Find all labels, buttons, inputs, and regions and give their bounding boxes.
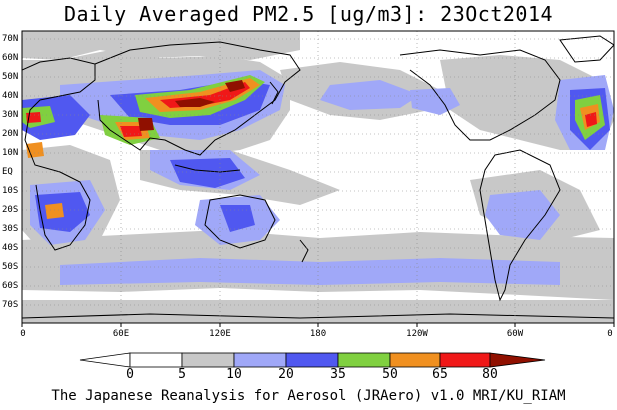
map-title: Daily Averaged PM2.5 [ug/m3]: 23Oct2014 — [63, 2, 554, 26]
colorbar-segment-7 — [439, 352, 491, 368]
tick-marks — [21, 323, 615, 327]
lightblue-region-mexico — [410, 88, 460, 115]
graticule — [22, 31, 614, 323]
lat-label-60n: 60N — [2, 53, 19, 63]
darkred-region-china-1 — [175, 98, 215, 107]
lat-label-20n: 20N — [2, 129, 19, 139]
colorbar-label-5: 5 — [178, 367, 186, 382]
colorbar-segment-4 — [285, 352, 339, 368]
orange-region-africa-s — [45, 203, 64, 219]
coast-australia — [204, 194, 276, 249]
footer-credit: The Japanese Reanalysis for Aerosol (JRA… — [51, 388, 566, 404]
lat-label-20s: 20S — [2, 205, 19, 215]
lightblue-region-samerica — [485, 190, 560, 240]
colorbar-segment-6 — [389, 352, 441, 368]
coast-antarctic — [22, 313, 614, 319]
lon-label-60e: 60E — [112, 329, 130, 339]
blue-region-sahara — [22, 95, 90, 140]
pm25-field — [22, 31, 614, 323]
red-region-sahara — [26, 112, 41, 123]
lat-label-eq: EQ — [2, 167, 13, 177]
lat-label-50n: 50N — [2, 72, 19, 82]
colorbar-segment-5 — [337, 352, 391, 368]
colorbar-label-80: 80 — [482, 367, 498, 382]
lat-label-10n: 10N — [2, 148, 19, 158]
lightblue-region-pacific — [320, 80, 420, 110]
lon-label-0-west: 0 — [20, 329, 26, 339]
coast-nz — [299, 239, 309, 263]
lat-label-50s: 50S — [2, 262, 19, 272]
lat-label-60s: 60S — [2, 281, 19, 291]
red-region-india — [120, 126, 142, 137]
lon-label-0-east: 0 — [607, 329, 613, 339]
lon-label-120w: 120W — [406, 329, 428, 339]
coast-asia — [94, 41, 301, 156]
colorbar-segment-3 — [233, 352, 287, 368]
colorbar-segment-1 — [129, 352, 183, 368]
colorbar-segment-2 — [181, 352, 235, 368]
lon-label-120e: 120E — [209, 329, 231, 339]
colorbar-label-0: 0 — [126, 367, 134, 382]
colorbar-label-35: 35 — [330, 367, 346, 382]
coast-south-america — [479, 149, 561, 302]
lon-label-180: 180 — [309, 329, 327, 339]
lat-label-40n: 40N — [2, 91, 19, 101]
darkred-region-china-2 — [225, 80, 245, 92]
darkred-region-india — [138, 118, 154, 131]
coast-japan — [269, 81, 279, 105]
lat-label-30s: 30S — [2, 224, 19, 234]
lightblue-region-south-band — [60, 258, 560, 285]
colorbar-label-10: 10 — [226, 367, 242, 382]
coast-indonesia — [174, 164, 241, 173]
colorbar-label-50: 50 — [382, 367, 398, 382]
lat-label-10s: 10S — [2, 186, 19, 196]
colorbar-segment-0 — [79, 352, 131, 368]
lat-label-40s: 40S — [2, 243, 19, 253]
lat-label-70s: 70S — [2, 300, 19, 310]
coast-greenland — [559, 35, 614, 63]
lat-label-70n: 70N — [2, 34, 19, 44]
colorbar — [79, 352, 546, 368]
lon-label-60w: 60W — [506, 329, 524, 339]
colorbar-label-20: 20 — [278, 367, 294, 382]
gray-region-arctic-n — [22, 31, 300, 60]
blue-region-indonesia — [170, 158, 245, 188]
colorbar-segment-8 — [489, 352, 546, 368]
coast-africa-europe — [22, 57, 96, 251]
lat-label-30n: 30N — [2, 110, 19, 120]
blue-region-australia — [220, 205, 255, 232]
red-region-atlantic — [585, 112, 597, 127]
colorbar-label-65: 65 — [432, 367, 448, 382]
